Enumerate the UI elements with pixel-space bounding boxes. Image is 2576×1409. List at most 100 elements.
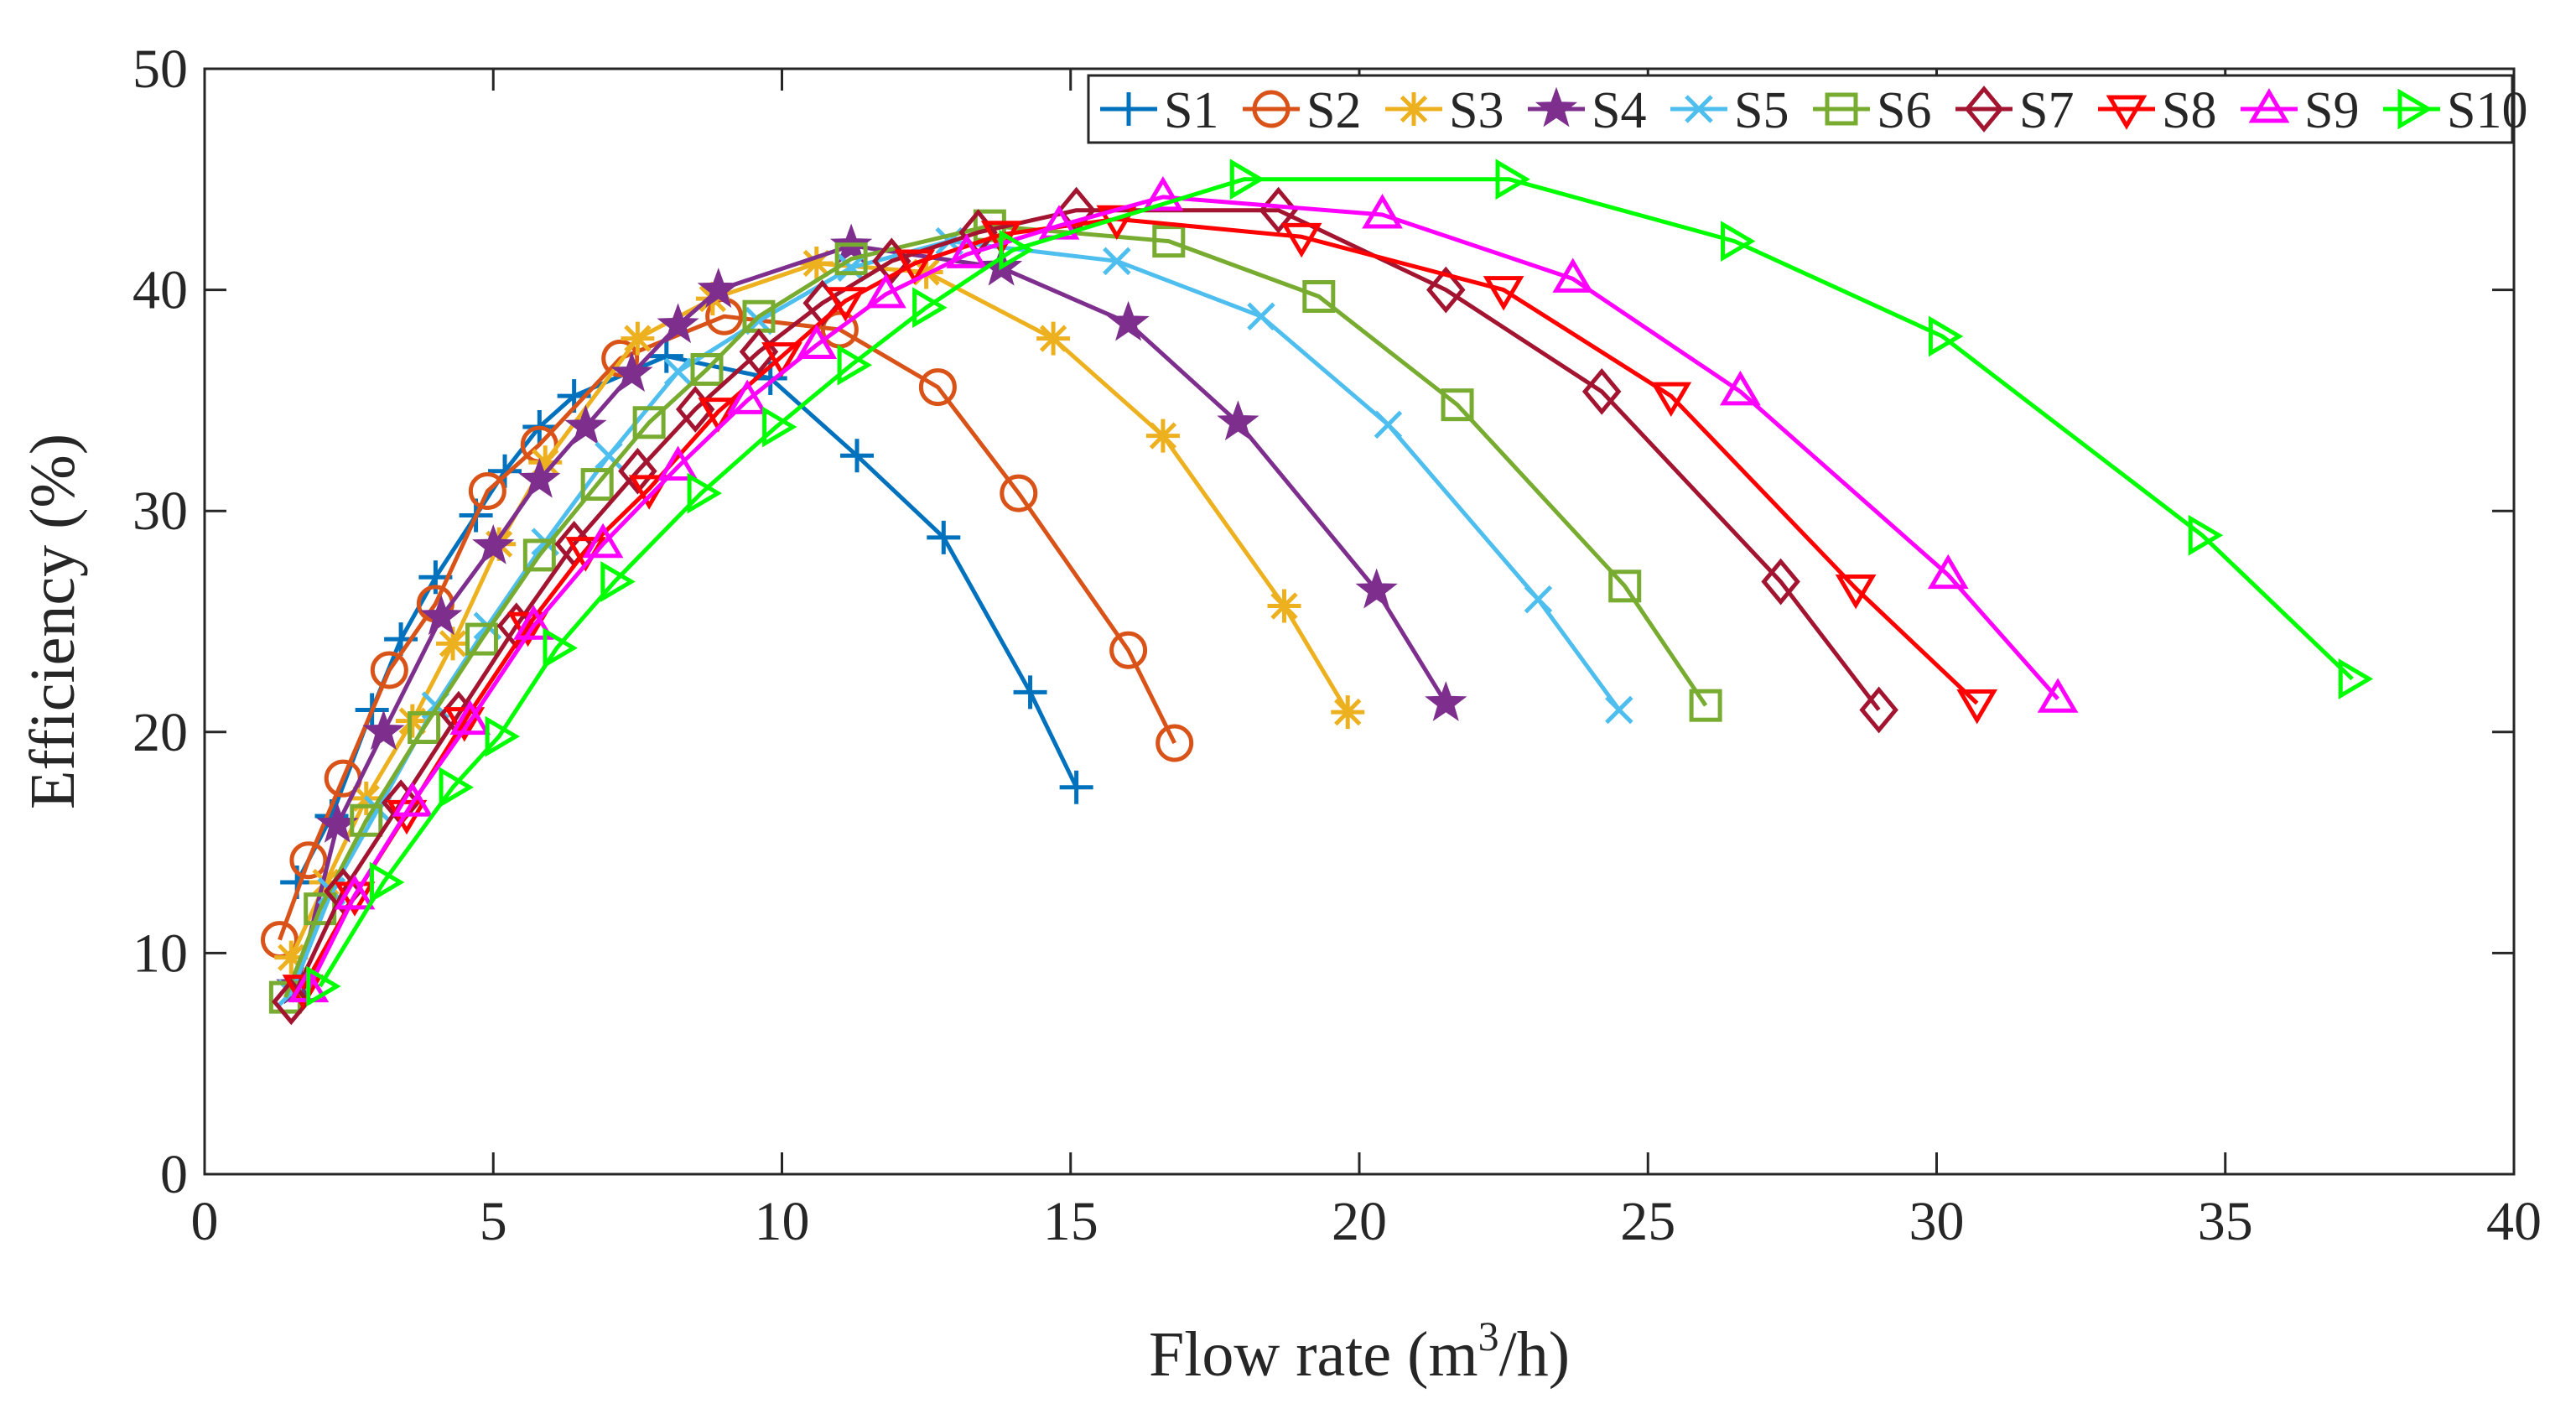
data-point-S9-9 (865, 273, 906, 309)
data-point-S6-5 (522, 538, 556, 572)
data-point-S5-11 (1103, 247, 1131, 276)
legend-label: S10 (2447, 82, 2527, 139)
data-point-S9-2 (392, 782, 434, 817)
legend-entry-S4: S4 (1528, 82, 1646, 139)
data-point-S4-4 (472, 523, 515, 564)
x-tick-label: 0 (191, 1191, 219, 1252)
legend-entry-S2: S2 (1243, 82, 1361, 139)
data-point-S8-13 (1280, 222, 1322, 258)
legend: S1 S2 S3 S4 S5 S6 S7 S8 S9 S10 (1087, 74, 2527, 144)
data-point-S6-6 (580, 468, 614, 502)
data-point-S10-10 (999, 229, 1034, 271)
data-point-S6-8 (690, 352, 724, 386)
series-line-S6 (283, 223, 1708, 999)
data-point-S4-14 (1355, 568, 1398, 609)
data-point-S5-13 (1374, 410, 1403, 439)
data-point-S10-5 (600, 561, 636, 602)
data-point-S9-1 (334, 874, 376, 910)
data-point-S9-17 (2037, 678, 2079, 713)
series-S6 (268, 209, 1722, 1014)
data-point-S4-15 (1425, 681, 1467, 721)
data-point-S8-17 (1956, 689, 1998, 725)
data-point-S4-7 (610, 351, 653, 393)
data-point-S5-15 (1605, 695, 1633, 725)
y-axis-label: Efficiency (%) (18, 434, 88, 809)
legend-entry-S7: S7 (1955, 82, 2074, 139)
data-point-S2-1 (289, 841, 328, 880)
data-point-S8-15 (1650, 382, 1692, 418)
data-point-S9-16 (1927, 554, 1969, 590)
x-tick-label: 5 (480, 1191, 507, 1252)
data-point-S10-0 (306, 965, 341, 1007)
data-point-S8-0 (282, 975, 324, 1010)
data-point-S1-14 (1059, 770, 1093, 804)
data-point-S1-13 (1013, 675, 1047, 710)
data-point-S8-3 (444, 707, 486, 742)
data-point-S2-13 (1156, 724, 1194, 762)
legend-marker (1112, 92, 1145, 126)
data-point-S10-7 (762, 406, 797, 448)
data-point-S9-14 (1552, 257, 1594, 293)
data-point-S4-13 (1217, 400, 1259, 441)
data-point-S7-6 (618, 447, 657, 495)
series-S8 (282, 205, 1998, 1010)
data-point-S9-3 (449, 699, 491, 736)
data-point-S3-1 (309, 866, 343, 900)
legend-entry-S5: S5 (1670, 82, 1789, 139)
series-S3 (274, 246, 1365, 975)
data-point-S6-16 (1689, 689, 1722, 722)
data-point-S7-15 (1581, 367, 1622, 415)
data-point-S3-4 (436, 627, 470, 661)
data-point-S10-13 (1721, 221, 1756, 262)
data-point-S7-10 (872, 237, 911, 285)
legend-entry-S10: S10 (2383, 82, 2527, 139)
data-point-S4-12 (1107, 300, 1150, 341)
data-point-S9-10 (946, 233, 988, 268)
data-point-S1-12 (927, 520, 961, 554)
data-point-S4-6 (564, 404, 607, 445)
data-point-S5-14 (1524, 585, 1553, 614)
data-point-S3-13 (1267, 589, 1301, 623)
data-point-S6-10 (834, 242, 868, 276)
legend-entry-S3: S3 (1385, 82, 1504, 139)
legend-label: S4 (1592, 82, 1646, 139)
data-point-S8-14 (1483, 276, 1524, 311)
data-point-S10-9 (912, 287, 948, 329)
data-point-S7-17 (1859, 686, 1898, 734)
series-line-S4 (294, 243, 1448, 987)
legend-marker (1252, 90, 1291, 128)
data-point-S3-12 (1145, 419, 1180, 453)
data-point-S2-10 (918, 368, 957, 407)
data-point-S8-1 (334, 881, 376, 917)
data-point-S6-13 (1302, 280, 1336, 314)
data-point-S10-16 (2338, 658, 2374, 699)
legend-entry-S9: S9 (2241, 82, 2359, 139)
legend-label: S1 (1164, 82, 1218, 139)
x-tick-label: 10 (755, 1191, 810, 1252)
series-S10 (306, 159, 2374, 1007)
data-point-S4-9 (697, 268, 740, 308)
legend-marker (1535, 86, 1578, 127)
data-point-S8-6 (628, 475, 670, 510)
data-point-S3-6 (528, 445, 563, 480)
data-point-S10-4 (543, 627, 578, 669)
legend-marker (2106, 95, 2148, 130)
x-tick-label: 15 (1043, 1191, 1098, 1252)
data-point-S9-13 (1362, 194, 1403, 229)
y-tick-label: 10 (132, 923, 188, 984)
data-point-S4-5 (518, 457, 561, 498)
legend-label: S9 (2304, 82, 2359, 139)
x-tick-label: 25 (1620, 1191, 1675, 1252)
data-point-S6-4 (465, 622, 498, 656)
legend-entry-S6: S6 (1813, 82, 1931, 139)
data-point-S1-6 (488, 454, 522, 488)
legend-marker (2397, 88, 2433, 130)
data-point-S2-5 (468, 471, 506, 510)
data-point-S8-8 (761, 342, 802, 377)
data-point-S6-14 (1441, 388, 1474, 422)
data-point-S7-7 (675, 386, 715, 433)
legend-entry-S1: S1 (1100, 82, 1218, 139)
data-point-S4-2 (362, 710, 405, 751)
